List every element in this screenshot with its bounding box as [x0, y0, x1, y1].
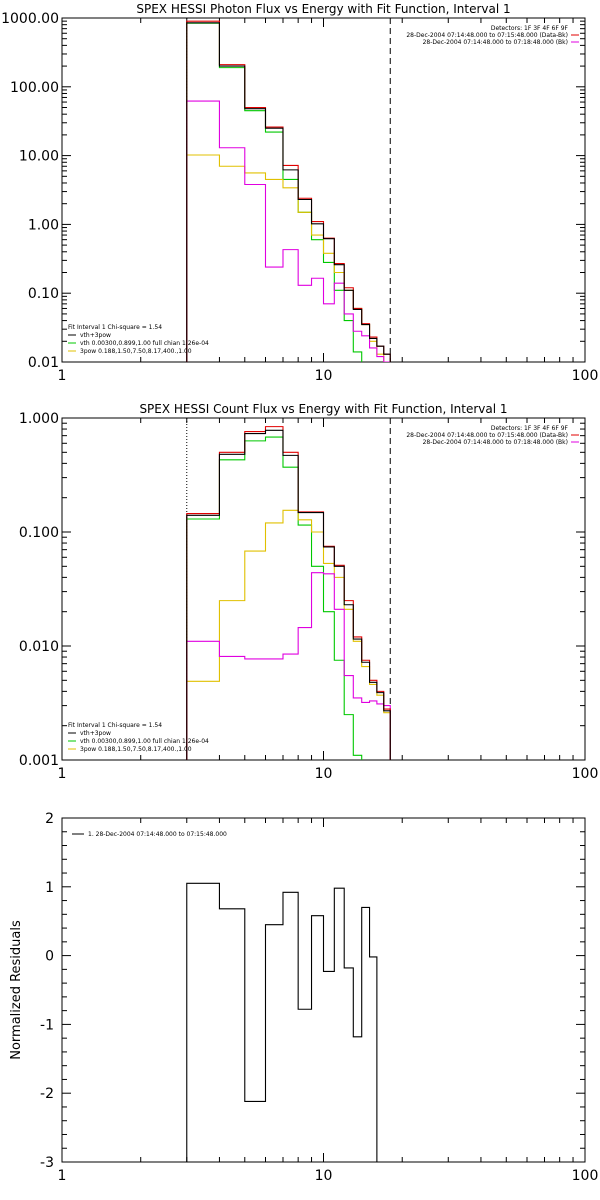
legend-entry: vth+3pow	[80, 730, 111, 737]
x-tick-label: 100	[572, 1168, 599, 1184]
legend-detectors-line: 28-Dec-2004 07:14:48.000 to 07:18:48.000…	[423, 39, 568, 46]
plot-area	[186, 18, 391, 362]
series-black-step-line	[186, 882, 378, 1162]
y-tick-label: 100.00	[10, 80, 59, 96]
y-tick-label: 1000.00	[1, 11, 59, 27]
y-tick-label: 1	[45, 880, 54, 896]
y-tick-label: 1.000	[19, 411, 59, 427]
x-tick-label: 100	[572, 368, 599, 384]
plot-area	[186, 882, 378, 1162]
y-axis-label: Normalized Residuals	[9, 920, 24, 1060]
chart-title: SPEX HESSI Count Flux vs Energy with Fit…	[139, 402, 507, 416]
series-red-step-line	[186, 426, 391, 760]
series-magenta-step-line	[186, 572, 391, 760]
legend-detectors-line: 28-Dec-2004 07:14:48.000 to 07:18:48.000…	[423, 439, 568, 446]
legend-entry: 3pow 0.188,1.50,7.50,8.17,400.,1.00	[80, 348, 192, 355]
x-axis-ticks: 1 10 100	[58, 818, 599, 1184]
y-tick-label: -2	[40, 1086, 54, 1102]
y-tick-label: 0.100	[19, 525, 59, 541]
series-green-step-line	[186, 436, 363, 760]
plot-frame	[61, 17, 586, 363]
plot-frame	[61, 817, 586, 1163]
y-tick-label: 2	[45, 811, 54, 827]
series-yellow-step-line	[186, 509, 391, 760]
x-tick-label: 1	[58, 1168, 67, 1184]
y-tick-label: 0.10	[28, 286, 59, 302]
x-axis-ticks: 1 10 100	[58, 18, 599, 384]
y-tick-label: 0	[45, 949, 54, 965]
series-red-step-line	[186, 20, 391, 362]
y-tick-label: -3	[40, 1155, 54, 1171]
x-tick-label: 100	[572, 766, 599, 782]
y-tick-label: 0.01	[28, 355, 59, 371]
chart-panel-1: SPEX HESSI Photon Flux vs Energy with Fi…	[1, 2, 599, 384]
legend: Fit Interval 1 Chi-square = 1.54vth+3pow…	[68, 324, 209, 355]
legend-title: Fit Interval 1 Chi-square = 1.54	[68, 324, 162, 331]
legend-entry: 1. 28-Dec-2004 07:14:48.000 to 07:15:48.…	[88, 831, 227, 838]
chart-panel-2: SPEX HESSI Count Flux vs Energy with Fit…	[19, 402, 599, 782]
legend-title: Fit Interval 1 Chi-square = 1.54	[68, 722, 162, 729]
series-black-step-line	[186, 429, 391, 760]
x-tick-label: 10	[315, 766, 333, 782]
x-tick-label: 1	[58, 766, 67, 782]
legend: Fit Interval 1 Chi-square = 1.54vth+3pow…	[68, 722, 209, 753]
x-axis-ticks: 1 10 100	[58, 418, 599, 782]
legend-entry: vth+3pow	[80, 332, 111, 339]
y-tick-label: 1.00	[28, 217, 59, 233]
y-tick-label: 10.00	[19, 149, 59, 165]
x-tick-label: 10	[315, 1168, 333, 1184]
series-yellow-step-line	[186, 154, 385, 362]
series-black-step-line	[186, 22, 391, 362]
y-tick-label: 0.001	[19, 753, 59, 769]
x-tick-label: 1	[58, 368, 67, 384]
legend: 1. 28-Dec-2004 07:14:48.000 to 07:15:48.…	[72, 831, 227, 838]
x-tick-label: 10	[315, 368, 333, 384]
series-green-step-line	[186, 22, 363, 362]
plot-area	[186, 418, 391, 760]
legend-detectors-line: Detectors: 1F 3F 4F 6F 9F	[491, 25, 569, 32]
y-axis-ticks: 1000.00 100.00 10.00 1.00 0.10 0.01	[1, 11, 585, 371]
legend-entry: vth 0.00300,0.899,1.00 full chian 1.26e-…	[80, 738, 209, 745]
chart-title: SPEX HESSI Photon Flux vs Energy with Fi…	[136, 2, 510, 16]
y-axis-ticks: 2 1 0 -1 -2 -3	[40, 811, 585, 1171]
y-tick-label: -1	[40, 1017, 54, 1033]
legend-entry: vth 0.00300,0.899,1.00 full chian 1.26e-…	[80, 340, 209, 347]
legend-detectors-line: Detectors: 1F 3F 4F 6F 9F	[491, 425, 569, 432]
y-tick-label: 0.010	[19, 639, 59, 655]
legend-entry: 3pow 0.188,1.50,7.50,8.17,400.,1.00	[80, 746, 192, 753]
series-magenta-step-line	[186, 100, 391, 362]
y-axis-ticks: 1.000 0.100 0.010 0.001	[19, 411, 585, 769]
legend-detectors-line: 28-Dec-2004 07:14:48.000 to 07:15:48.000…	[406, 432, 568, 439]
legend-detectors-line: 28-Dec-2004 07:14:48.000 to 07:15:48.000…	[406, 32, 568, 39]
